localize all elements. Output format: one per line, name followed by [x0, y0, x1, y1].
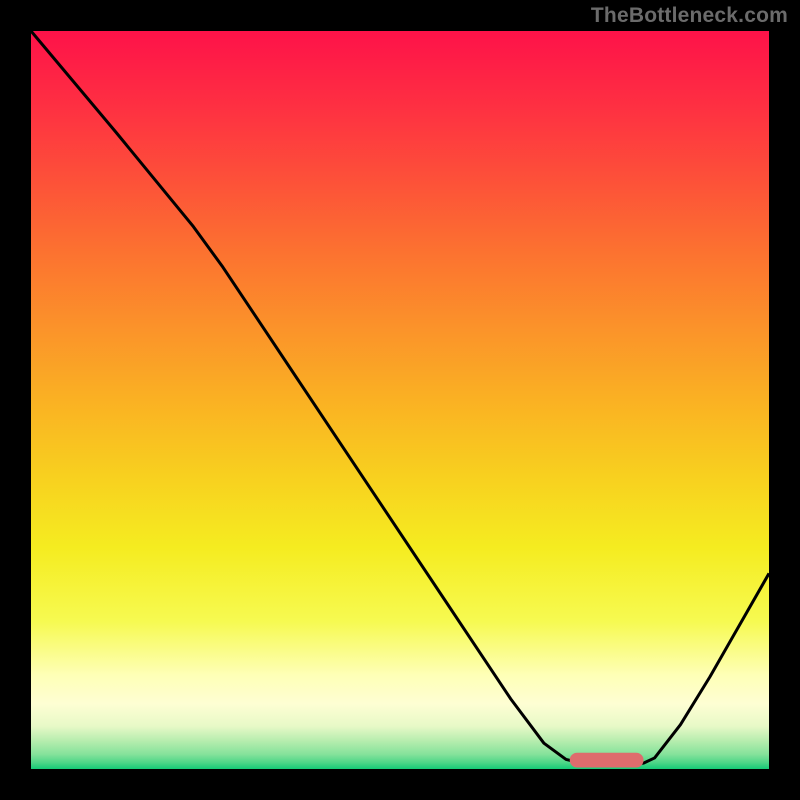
plot-svg: [31, 31, 769, 769]
plot-area: [31, 31, 769, 769]
watermark-text: TheBottleneck.com: [591, 4, 788, 28]
gradient-background: [31, 31, 769, 769]
sweet-spot-marker: [570, 753, 644, 768]
chart-frame: TheBottleneck.com: [0, 0, 800, 800]
